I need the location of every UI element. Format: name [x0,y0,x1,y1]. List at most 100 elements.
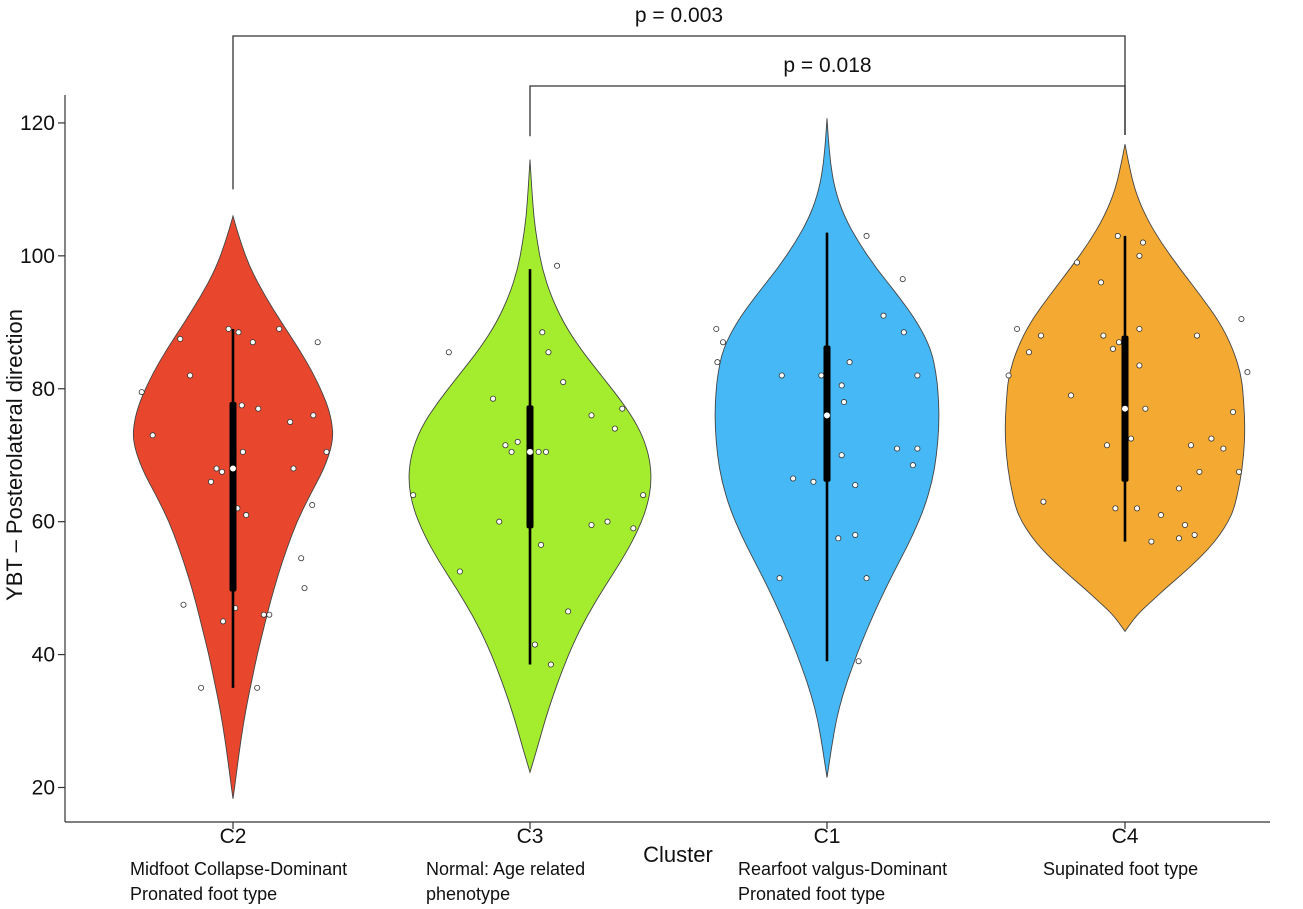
y-tick-label: 80 [32,378,55,401]
data-point-C2 [249,339,256,346]
data-point-C2 [238,402,245,409]
data-point-C4 [1136,362,1143,369]
data-point-C3 [611,425,618,432]
data-point-C2 [180,601,187,608]
data-point-C4 [1244,369,1251,376]
data-point-C1 [846,359,853,366]
data-point-C4 [1068,392,1075,399]
data-point-C1 [818,372,825,379]
data-point-C2 [314,339,321,346]
data-point-C2 [177,335,184,342]
data-point-C2 [239,448,246,455]
data-point-C2 [266,611,273,618]
data-point-C4 [1026,349,1033,356]
data-point-C1 [790,475,797,482]
data-point-C3 [456,568,463,575]
data-point-C2 [298,555,305,562]
violins-layer [132,118,1246,799]
data-point-C3 [535,448,542,455]
data-point-C4 [1194,332,1201,339]
data-point-C3 [410,492,417,499]
data-point-C4 [1208,435,1215,442]
data-point-C4 [1236,468,1243,475]
group-description-C3: phenotype [426,884,510,904]
data-point-C4 [1104,442,1111,449]
data-point-C4 [1116,339,1123,346]
data-point-C4 [1074,259,1081,266]
y-tick-label: 60 [32,511,55,534]
data-point-C4 [1176,485,1183,492]
x-tick-label-C3: C3 [517,825,544,848]
group-description-C1: Pronated foot type [738,884,885,904]
data-point-C1 [863,232,870,239]
data-point-C2 [225,325,232,332]
data-point-C1 [880,312,887,319]
data-point-C4 [1176,535,1183,542]
data-point-C4 [1005,372,1012,379]
x-categories-layer: C2 C3 C1 C4 Midfoot Collapse-Dominant Pronate… [130,822,1198,904]
p-value-label: p = 0.003 [635,4,723,27]
data-point-C3 [619,405,626,412]
data-point-C2 [138,389,145,396]
data-point-C4 [1148,538,1155,545]
data-point-C3 [554,262,561,269]
data-point-C1 [838,382,845,389]
data-point-C3 [588,412,595,419]
data-point-C1 [894,445,901,452]
data-point-C1 [855,658,862,665]
x-tick-label-C1: C1 [814,825,841,848]
data-point-C1 [840,399,847,406]
data-point-C2 [213,465,220,472]
data-point-C2 [290,465,297,472]
data-point-C2 [243,512,250,519]
p-value-label: p = 0.018 [783,54,871,77]
data-point-C2 [287,418,294,425]
data-point-C2 [149,432,156,439]
data-point-C1 [909,462,916,469]
data-point-C4 [1110,345,1117,352]
data-point-C3 [508,448,515,455]
iqr-box-C3 [526,405,534,529]
data-point-C1 [776,575,783,582]
y-tick-label: 100 [20,245,55,268]
data-point-C3 [496,518,503,525]
median-dot-C2 [230,465,236,472]
data-point-C2 [187,372,194,379]
median-dot-C1 [824,412,830,419]
data-point-C4 [1134,505,1141,512]
data-point-C3 [588,521,595,528]
data-point-C1 [863,575,870,582]
data-point-C2 [301,585,308,592]
data-point-C1 [914,372,921,379]
data-point-C1 [899,276,906,283]
data-point-C4 [1136,325,1143,332]
data-point-C4 [1196,468,1203,475]
data-point-C4 [1238,315,1245,322]
data-point-C1 [852,482,859,489]
data-point-C4 [1098,279,1105,286]
y-axis-title: YBT – Posterolateral direction [2,309,27,601]
group-description-C2: Pronated foot type [130,884,277,904]
data-point-C1 [713,325,720,332]
data-point-C3 [542,448,549,455]
data-point-C3 [560,379,567,386]
data-point-C1 [810,478,817,485]
data-point-C4 [1128,435,1135,442]
data-point-C3 [539,329,546,336]
data-point-C2 [323,448,330,455]
group-description-C3: Normal: Age related [426,859,585,879]
significance-bracket [529,85,1126,137]
data-point-C3 [630,525,637,532]
data-point-C1 [778,372,785,379]
y-ticks-layer: 20 40 60 80 100 120 [20,112,65,800]
data-point-C2 [276,325,283,332]
data-point-C4 [1100,332,1107,339]
significance-brackets-layer: p = 0.003 p = 0.018 [232,4,1126,190]
group-description-C4: Supinated foot type [1043,859,1198,879]
data-point-C2 [220,618,227,625]
data-point-C1 [838,452,845,459]
significance-bracket [232,35,1126,190]
data-point-C4 [1188,442,1195,449]
data-point-C1 [720,339,727,346]
